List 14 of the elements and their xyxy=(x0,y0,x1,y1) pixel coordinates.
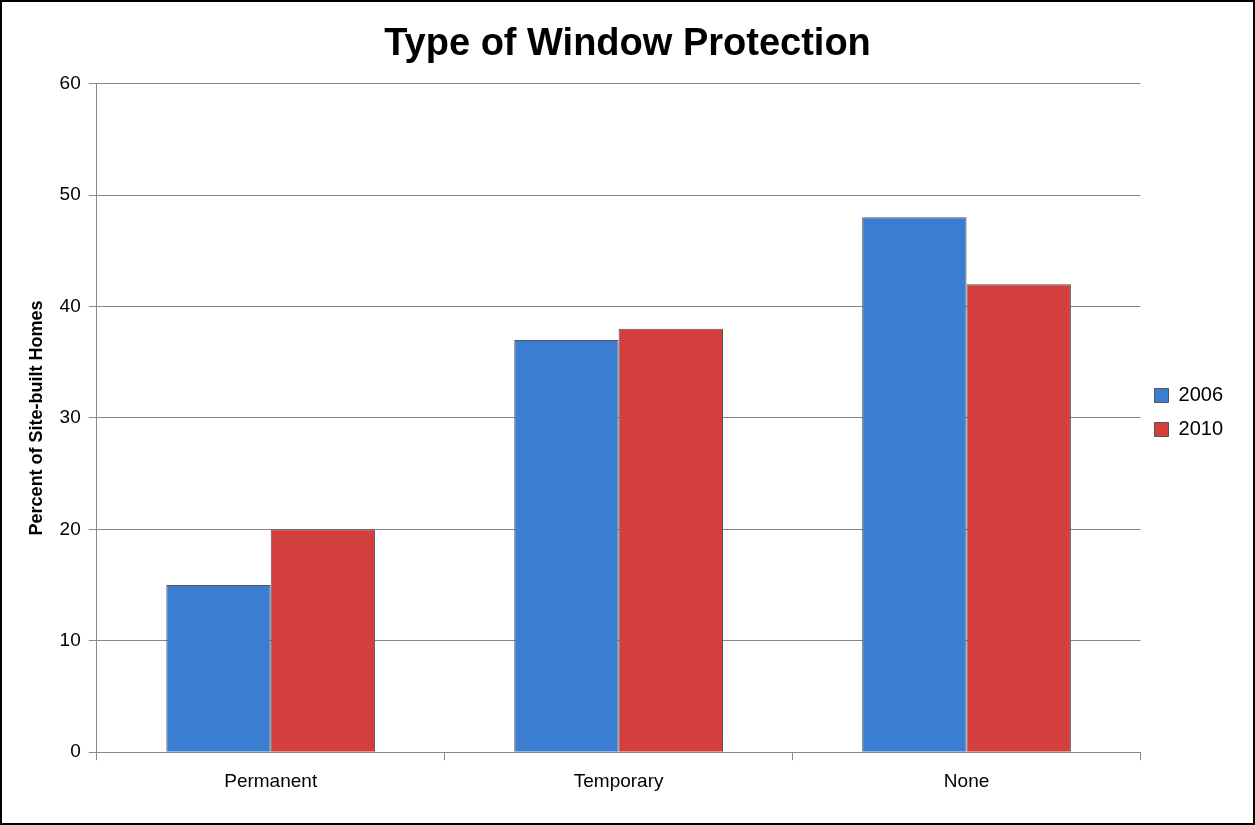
legend-label: 2010 xyxy=(1178,417,1224,440)
y-tick-label: 30 xyxy=(59,406,81,428)
y-tick-label: 10 xyxy=(59,629,81,650)
y-axis-title: Percent of Site-built Homes xyxy=(25,300,46,536)
x-tick-label: Permanent xyxy=(224,769,318,791)
y-tick-label: 60 xyxy=(59,71,81,93)
y-tick-label: 40 xyxy=(59,294,81,316)
legend-label: 2006 xyxy=(1178,383,1224,406)
x-tick-label: Temporary xyxy=(573,769,664,791)
chart-title: Type of Window Protection xyxy=(384,21,871,64)
y-tick-label: 50 xyxy=(59,183,81,205)
y-tick-label: 0 xyxy=(70,740,81,762)
y-tick-label: 20 xyxy=(59,517,81,539)
x-tick-label: None xyxy=(943,769,990,791)
